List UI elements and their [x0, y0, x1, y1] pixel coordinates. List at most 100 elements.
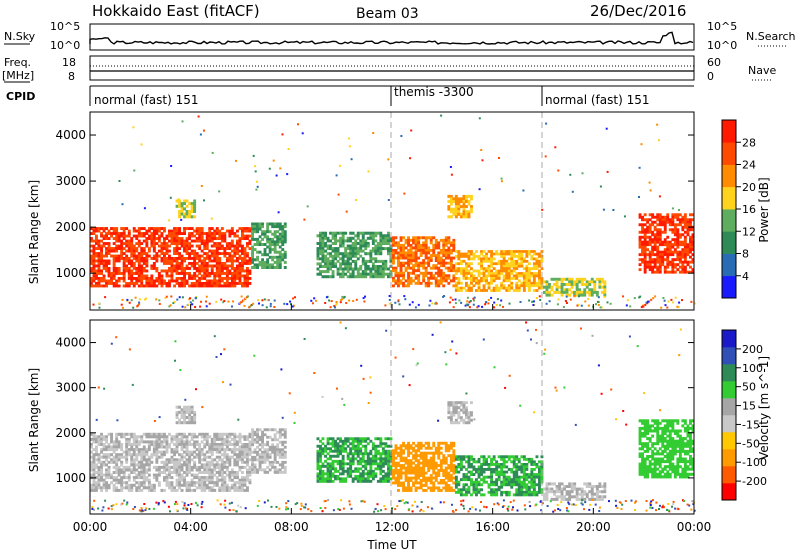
cpid-segment-3: normal (fast) 151 [545, 93, 649, 107]
power-panel-region [251, 222, 287, 269]
velocity-panel-noise [91, 321, 696, 513]
velocity-colorbar: 200 100 50 15 -15 -50 -100 -200 Velocity [m s^-… [721, 329, 771, 501]
power-colorbar-swatch [722, 209, 736, 232]
velocity-colorbar-tick: -15 [742, 418, 760, 431]
power-panel-region [447, 194, 473, 219]
power-ytick-label: 3000 [55, 174, 86, 188]
figure-title: Hokkaido East (fitACF) [92, 2, 260, 20]
nsky-tick-bottom: 10^0 [50, 39, 80, 52]
power-ytick-label: 2000 [55, 220, 86, 234]
beam-label: Beam 03 [356, 6, 419, 22]
velocity-colorbar-label: Velocity [m s^-1] [757, 356, 771, 460]
velocity-panel-region [447, 401, 473, 425]
nave-label: Nave [748, 64, 776, 77]
velocity-xtick-label: 12:00 [375, 520, 410, 534]
velocity-xtick-label: 00:00 [73, 520, 108, 534]
power-panel-noise [92, 114, 696, 309]
power-colorbar: 28 24 20 16 12 8 4 Power [dB] [721, 119, 771, 299]
nsearch-tick-bottom: 10^0 [707, 39, 737, 52]
velocity-panel-region [251, 428, 287, 474]
nsearch-label: N.Search [746, 30, 796, 43]
velocity-colorbar-tick: 50 [742, 381, 756, 394]
cpid-row: CPID normal (fast) 151 themis -3300 norm… [6, 85, 694, 107]
velocity-colorbar-swatch [722, 330, 736, 348]
power-ylabel: Slant Range [km] [27, 180, 41, 284]
velocity-colorbar-swatch [722, 449, 736, 467]
velocity-panel: Slant Range [km] 1000 2000 3000 4000 00:00 0… [27, 304, 711, 552]
velocity-colorbar-tick: 15 [742, 400, 756, 413]
velocity-colorbar-swatch [722, 466, 736, 484]
power-ytick-label: 1000 [55, 266, 86, 280]
velocity-ytick-label: 2000 [55, 426, 86, 440]
power-panel-region [454, 250, 544, 292]
power-colorbar-tick: 12 [742, 225, 756, 238]
velocity-colorbar-tick: 200 [742, 343, 763, 356]
power-colorbar-tick: 28 [742, 136, 756, 149]
nsky-trace [89, 31, 694, 45]
power-panel-region [175, 199, 197, 219]
power-panel-region [543, 277, 607, 297]
power-colorbar-swatch [722, 231, 736, 254]
velocity-panel-region [638, 419, 695, 479]
power-colorbar-swatch [722, 253, 736, 277]
velocity-colorbar-swatch [722, 364, 736, 382]
velocity-ytick-label: 1000 [55, 471, 86, 485]
power-colorbar-tick: 24 [742, 159, 756, 172]
velocity-colorbar-swatch [722, 483, 736, 501]
nave-tick-top: 60 [707, 56, 721, 69]
cpid-label: CPID [6, 90, 35, 103]
power-panel-region [316, 231, 393, 279]
power-colorbar-swatch [722, 164, 736, 188]
freq-panel: Freq. [MHz] 18 8 60 0 Nave [2, 55, 776, 83]
power-ytick-label: 4000 [55, 128, 86, 142]
nsearch-tick-top: 10^5 [707, 20, 737, 33]
power-colorbar-swatch [722, 186, 736, 210]
velocity-colorbar-swatch [722, 432, 736, 450]
velocity-ylabel: Slant Range [km] [27, 368, 41, 472]
velocity-panel-region [90, 432, 252, 492]
velocity-colorbar-swatch [722, 347, 736, 365]
date-label: 26/Dec/2016 [590, 2, 686, 20]
velocity-panel-region [543, 482, 607, 501]
power-panel-region [392, 236, 456, 288]
velocity-xtick-label: 20:00 [576, 520, 611, 534]
velocity-ytick-label: 3000 [55, 381, 86, 395]
power-colorbar-label: Power [dB] [757, 177, 771, 242]
nsky-panel: N.Sky 10^5 10^0 10^5 10^0 N.Search [4, 20, 796, 52]
velocity-panel-region [392, 441, 456, 492]
power-colorbar-tick: 4 [742, 270, 749, 283]
power-panel-region [638, 213, 695, 274]
velocity-colorbar-tick: -100 [742, 456, 767, 469]
freq-unit-label: [MHz] [2, 69, 34, 82]
power-panel: Slant Range [km] 1000 2000 3000 4000 [27, 111, 696, 311]
velocity-xtick-label: 16:00 [475, 520, 510, 534]
power-colorbar-tick: 20 [742, 181, 756, 194]
power-colorbar-swatch [722, 275, 736, 299]
power-panel-region [90, 227, 252, 288]
freq-tick-top: 18 [62, 56, 76, 69]
velocity-xtick-label: 08:00 [274, 520, 309, 534]
nsky-tick-top: 10^5 [50, 20, 80, 33]
cpid-segment-1: normal (fast) 151 [94, 93, 198, 107]
freq-tick-bottom: 8 [68, 70, 75, 83]
power-colorbar-tick: 16 [742, 203, 756, 216]
velocity-xtick-label: 04:00 [173, 520, 208, 534]
power-colorbar-tick: 8 [742, 248, 749, 261]
velocity-colorbar-tick: -200 [742, 475, 767, 488]
freq-label: Freq. [4, 56, 31, 69]
power-colorbar-swatch [722, 142, 736, 165]
velocity-colorbar-tick: 100 [742, 362, 763, 375]
velocity-colorbar-swatch [722, 415, 736, 433]
velocity-panel-region [175, 405, 197, 425]
velocity-xlabel: Time UT [366, 538, 417, 552]
velocity-xtick-label: 00:00 [677, 520, 712, 534]
power-colorbar-swatch [722, 120, 736, 143]
velocity-colorbar-tick: -50 [742, 437, 760, 450]
velocity-colorbar-swatch [722, 381, 736, 399]
velocity-ytick-label: 4000 [55, 336, 86, 350]
nsky-label: N.Sky [4, 30, 36, 43]
velocity-colorbar-swatch [722, 398, 736, 416]
nave-tick-bottom: 0 [707, 70, 714, 83]
cpid-segment-2: themis -3300 [394, 85, 474, 99]
